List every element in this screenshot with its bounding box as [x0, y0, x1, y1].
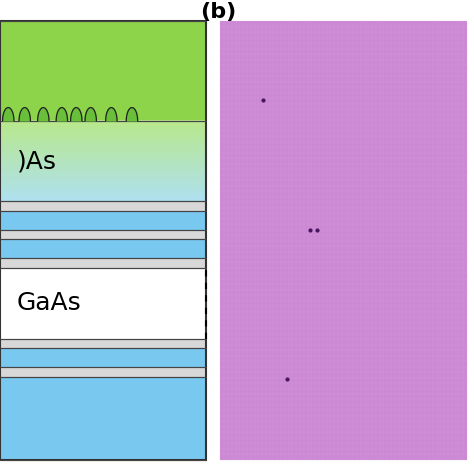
- Bar: [0, 132, 206, 134]
- Bar: [0, 195, 206, 198]
- Bar: [0, 187, 206, 190]
- Bar: [0, 239, 206, 258]
- Bar: [220, 21, 467, 460]
- Bar: [0, 136, 206, 138]
- Bar: [0, 152, 206, 155]
- Bar: [0, 183, 206, 185]
- Bar: [0, 186, 206, 188]
- Bar: [0, 198, 206, 200]
- Bar: [0, 163, 206, 165]
- Bar: [0, 131, 206, 133]
- Bar: [0, 170, 206, 172]
- Bar: [0, 181, 206, 182]
- Bar: [0, 182, 206, 184]
- Text: )As: )As: [17, 149, 56, 173]
- Bar: [0, 189, 206, 191]
- Bar: [0, 173, 206, 174]
- Bar: [0, 149, 206, 152]
- Bar: [0, 176, 206, 179]
- Bar: [0, 159, 206, 161]
- Bar: [0, 171, 206, 173]
- Polygon shape: [71, 108, 82, 121]
- Bar: [0, 135, 206, 137]
- Bar: [0, 162, 206, 164]
- Bar: [0, 167, 206, 169]
- Bar: [0, 191, 206, 193]
- Bar: [0, 155, 206, 157]
- Polygon shape: [37, 108, 49, 121]
- Bar: [0, 258, 206, 268]
- Bar: [0, 157, 206, 160]
- Bar: [0, 137, 206, 140]
- Bar: [0, 125, 206, 128]
- Bar: [0, 211, 206, 230]
- Polygon shape: [2, 108, 14, 121]
- Text: GaAs: GaAs: [17, 292, 81, 315]
- Polygon shape: [56, 108, 67, 121]
- Polygon shape: [126, 108, 137, 121]
- Bar: [0, 151, 206, 153]
- Bar: [0, 139, 206, 141]
- Bar: [0, 140, 206, 142]
- Bar: [0, 124, 206, 126]
- Bar: [0, 120, 206, 122]
- Bar: [0, 121, 206, 124]
- Bar: [0, 156, 206, 158]
- Bar: [0, 147, 206, 149]
- Bar: [0, 146, 206, 148]
- Bar: [0, 168, 206, 171]
- Bar: [0, 175, 206, 177]
- Bar: [0, 127, 206, 129]
- Bar: [0, 348, 206, 367]
- Bar: [0, 194, 206, 196]
- Bar: [0, 339, 206, 348]
- Polygon shape: [19, 108, 30, 121]
- Bar: [0, 21, 206, 121]
- Bar: [0, 192, 206, 195]
- Bar: [0, 377, 206, 460]
- Bar: [0, 160, 206, 163]
- Bar: [0, 128, 206, 130]
- Bar: [0, 143, 206, 145]
- Bar: [0, 268, 206, 339]
- Bar: [0, 154, 206, 156]
- Bar: [0, 184, 206, 187]
- Bar: [0, 21, 206, 460]
- Bar: [0, 148, 206, 150]
- Bar: [0, 123, 206, 125]
- Text: (b): (b): [200, 2, 236, 22]
- Bar: [0, 141, 206, 144]
- Polygon shape: [85, 108, 96, 121]
- Bar: [0, 197, 206, 199]
- Bar: [0, 129, 206, 132]
- Bar: [0, 199, 206, 201]
- Polygon shape: [106, 108, 117, 121]
- Bar: [0, 133, 206, 136]
- Bar: [0, 190, 206, 192]
- Bar: [0, 178, 206, 180]
- Bar: [0, 173, 206, 176]
- Bar: [0, 179, 206, 182]
- Bar: [0, 201, 206, 211]
- Bar: [0, 144, 206, 146]
- Bar: [0, 230, 206, 239]
- Bar: [0, 367, 206, 377]
- Bar: [0, 164, 206, 166]
- Bar: [0, 165, 206, 168]
